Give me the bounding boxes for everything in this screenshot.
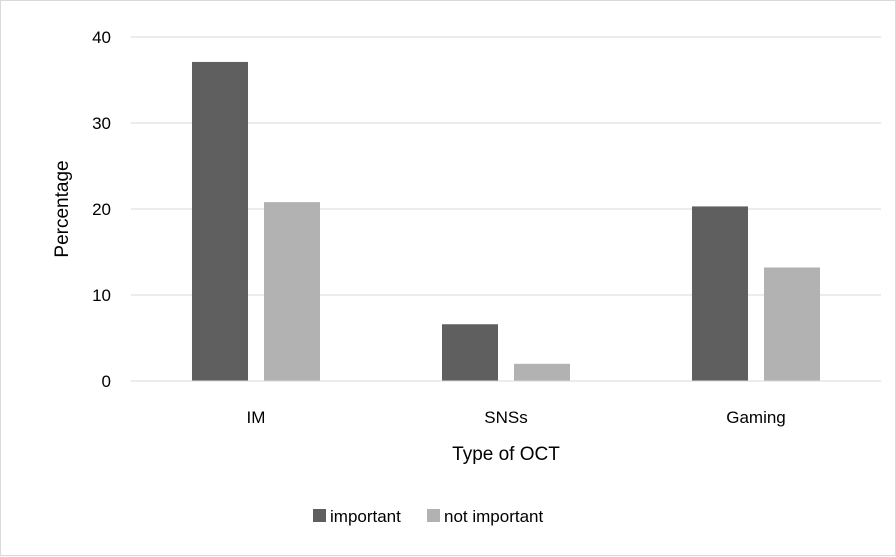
y-axis-label: Percentage	[52, 160, 73, 257]
gridlines	[131, 36, 881, 296]
legend: important not important	[313, 507, 543, 526]
legend-swatch-important	[313, 509, 326, 522]
x-axis-ticks: IM SNSs Gaming	[247, 408, 786, 427]
x-tick-label: SNSs	[484, 408, 527, 427]
x-axis-label: Type of OCT	[452, 444, 560, 465]
bar-not-important-snss	[514, 363, 570, 381]
y-tick-label: 10	[92, 286, 111, 305]
y-tick-label: 40	[92, 28, 111, 47]
y-tick-label: 20	[92, 200, 111, 219]
bar-not-important-im	[264, 202, 320, 381]
bar-important-im	[192, 61, 248, 381]
bar-important-gaming	[692, 206, 748, 381]
legend-label: not important	[444, 507, 543, 526]
y-tick-label: 0	[102, 372, 111, 391]
y-tick-label: 30	[92, 114, 111, 133]
x-tick-label: Gaming	[726, 408, 786, 427]
legend-swatch-not-important	[427, 509, 440, 522]
x-tick-label: IM	[247, 408, 266, 427]
bar-not-important-gaming	[764, 267, 820, 381]
bar-important-snss	[442, 324, 498, 381]
legend-label: important	[330, 507, 401, 526]
y-axis-ticks: 0 10 20 30 40	[92, 28, 111, 391]
bars	[192, 61, 820, 381]
